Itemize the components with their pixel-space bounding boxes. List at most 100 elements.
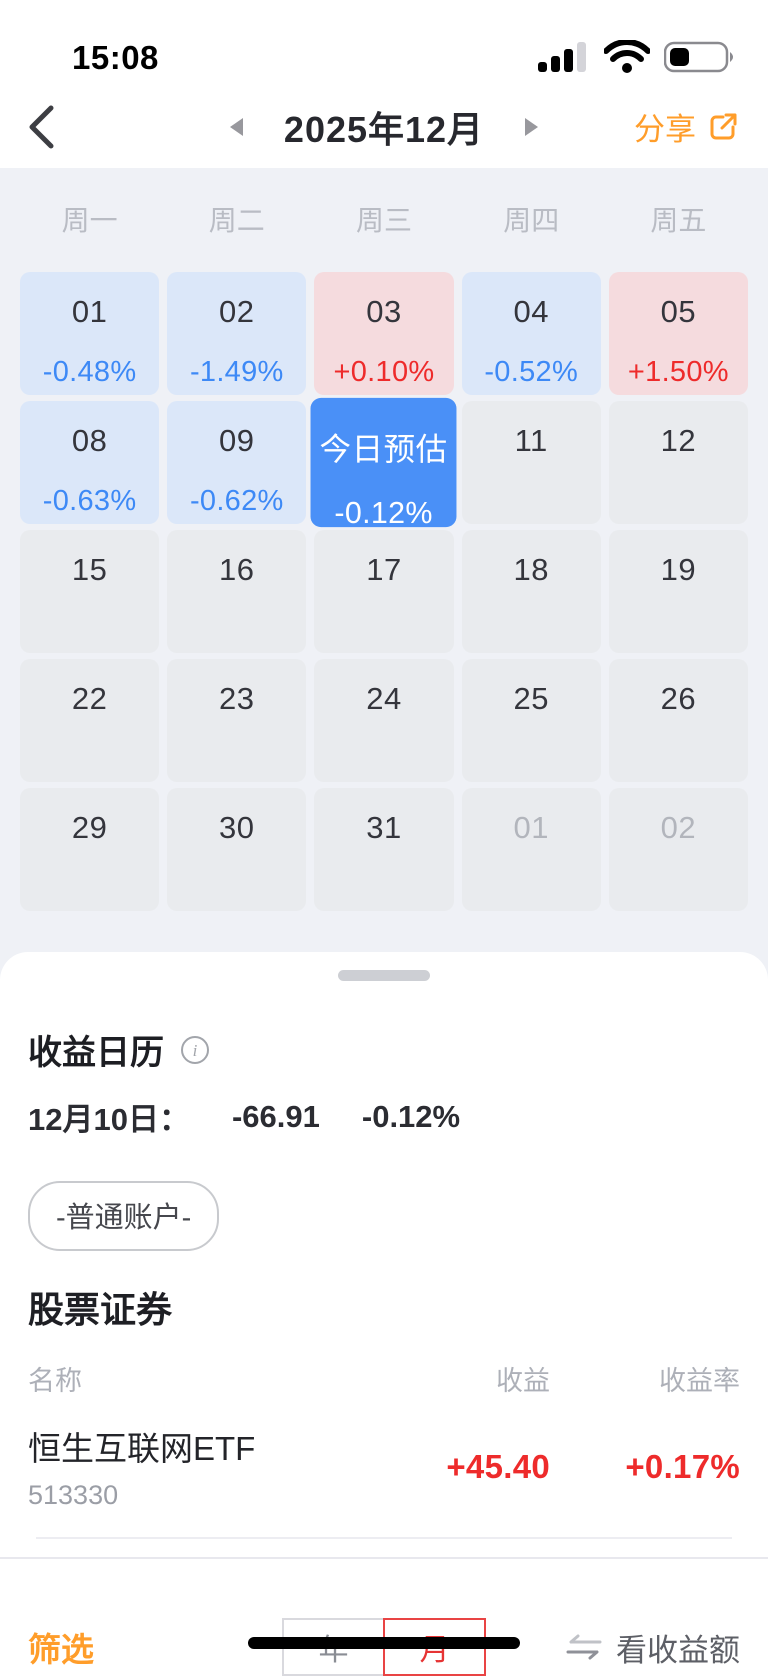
- day-number: 04: [513, 294, 549, 329]
- weekday-label: 周四: [503, 205, 560, 236]
- calendar-day-cell[interactable]: 03 +0.10%: [314, 272, 454, 395]
- weekday-label: 周五: [650, 205, 707, 236]
- prev-month-icon[interactable]: [229, 117, 244, 137]
- row-divider: [36, 1537, 732, 1539]
- day-number: 18: [513, 552, 549, 587]
- calendar-day-cell[interactable]: 05 +1.50%: [608, 272, 748, 395]
- share-button[interactable]: 分享: [634, 85, 740, 168]
- weekday-header: 周一 周二 周三 周四 周五: [20, 198, 748, 240]
- day-number: 24: [366, 681, 402, 716]
- section-title-stocks: 股票证券: [28, 1289, 173, 1330]
- cellular-signal-icon: [538, 42, 586, 72]
- weekday-label: 周三: [355, 205, 412, 236]
- table-header: 名称 收益 收益率: [28, 1359, 740, 1398]
- day-number: 02: [219, 294, 255, 329]
- day-return-pct: -0.63%: [42, 485, 137, 517]
- nav-header: 2025年12月 分享: [0, 85, 768, 168]
- day-number: 22: [71, 681, 108, 716]
- weekday-label: 周二: [208, 205, 265, 236]
- summary-amount: -66.91: [231, 1098, 320, 1134]
- day-number: 17: [366, 552, 402, 587]
- calendar-day-cell[interactable]: 15: [20, 530, 160, 653]
- day-return-pct: -0.12%: [334, 496, 434, 531]
- day-return-pct: -0.52%: [484, 356, 579, 388]
- battery-icon: [664, 41, 733, 73]
- col-rate: 收益率: [659, 1366, 740, 1396]
- home-indicator[interactable]: [248, 1637, 520, 1649]
- swap-arrows-icon: [566, 1634, 602, 1660]
- calendar-cell-today[interactable]: 今日预估 -0.12%: [310, 397, 458, 530]
- back-button[interactable]: [26, 103, 70, 151]
- calendar-day-cell[interactable]: 16: [167, 530, 307, 653]
- calendar-day-cell[interactable]: 26: [608, 659, 748, 782]
- calendar-day-cell[interactable]: 08 -0.63%: [20, 401, 160, 524]
- stock-profit: +45.40: [446, 1447, 550, 1485]
- calendar-day-cell[interactable]: 18: [461, 530, 601, 653]
- calendar-day-cell[interactable]: 04 -0.52%: [461, 272, 601, 395]
- view-amount-toggle[interactable]: 看收益额: [566, 1625, 740, 1670]
- filter-button[interactable]: 筛选: [28, 1631, 94, 1668]
- calendar-day-cell[interactable]: 02 -1.49%: [167, 272, 307, 395]
- day-return-pct: -0.48%: [42, 356, 137, 388]
- day-number: 29: [71, 810, 108, 845]
- calendar-day-cell[interactable]: 29: [20, 788, 160, 911]
- profit-calendar: 周一 周二 周三 周四 周五 01 -0.48% 02 -1.49% 03 +0.10% 0…: [0, 168, 768, 952]
- calendar-day-cell[interactable]: 22: [20, 659, 160, 782]
- status-time: 15:08: [72, 39, 159, 76]
- day-number: 08: [71, 423, 108, 458]
- calendar-day-cell[interactable]: 19: [608, 530, 748, 653]
- day-number: 03: [366, 294, 402, 329]
- sheet-wrap: 收益日历 i 12月10日： -66.91 -0.12% -普通账户- 股票证券…: [0, 952, 768, 1677]
- day-return-pct: +0.10%: [333, 356, 435, 388]
- account-tag[interactable]: -普通账户-: [28, 1181, 220, 1251]
- day-number: 15: [71, 552, 108, 587]
- share-external-icon: [710, 113, 737, 139]
- weekday-label: 周一: [61, 205, 118, 236]
- calendar-day-cell[interactable]: 01 -0.48%: [20, 272, 160, 395]
- calendar-grid: 01 -0.48% 02 -1.49% 03 +0.10% 04 -0.52% 05 +1.50%…: [20, 272, 748, 911]
- day-number: 01: [513, 810, 549, 845]
- day-return-pct: -1.49%: [189, 356, 284, 388]
- calendar-day-cell[interactable]: 11: [461, 401, 601, 524]
- calendar-day-cell[interactable]: 31: [314, 788, 454, 911]
- calendar-day-cell[interactable]: 12: [608, 401, 748, 524]
- day-number: 31: [366, 810, 402, 845]
- day-number: 23: [219, 681, 255, 716]
- table-row[interactable]: 恒生互联网ETF 513330 +45.40 +0.17%: [28, 1422, 740, 1511]
- day-return-pct: -0.62%: [189, 485, 284, 517]
- col-name: 名称: [28, 1366, 82, 1396]
- calendar-day-cell[interactable]: 24: [314, 659, 454, 782]
- calendar-day-cell[interactable]: 23: [167, 659, 307, 782]
- day-number: 11: [514, 423, 548, 458]
- day-number: 02: [660, 810, 697, 845]
- back-chevron-icon: [29, 105, 54, 149]
- next-month-icon[interactable]: [524, 117, 539, 137]
- day-number: 05: [660, 294, 697, 329]
- day-number: 30: [219, 810, 255, 845]
- calendar-day-cell[interactable]: 02: [608, 788, 748, 911]
- day-return-pct: +1.50%: [627, 356, 729, 388]
- calendar-day-cell[interactable]: 09 -0.62%: [167, 401, 307, 524]
- wifi-icon: [604, 40, 650, 73]
- calendar-day-cell[interactable]: 30: [167, 788, 307, 911]
- stock-name: 恒生互联网ETF: [28, 1430, 256, 1467]
- status-bar: 15:08: [0, 0, 768, 85]
- calendar-day-cell[interactable]: 25: [461, 659, 601, 782]
- calendar-day-cell[interactable]: 01: [461, 788, 601, 911]
- day-number: 25: [513, 681, 549, 716]
- profit-detail-sheet: 收益日历 i 12月10日： -66.91 -0.12% -普通账户- 股票证券…: [0, 952, 768, 1677]
- stock-rate: +0.17%: [625, 1447, 740, 1485]
- footer-divider: [0, 1557, 768, 1559]
- info-icon[interactable]: i: [180, 1035, 210, 1065]
- day-number: 19: [660, 552, 697, 587]
- view-amount-label: 看收益额: [616, 1632, 740, 1668]
- day-summary: 12月10日： -66.91 -0.12%: [28, 1094, 740, 1139]
- calendar-day-cell[interactable]: 17: [314, 530, 454, 653]
- day-number: 今日预估: [319, 432, 449, 468]
- drag-handle[interactable]: [338, 970, 430, 981]
- share-label: 分享: [634, 112, 696, 147]
- sheet-title: 收益日历: [28, 1034, 164, 1072]
- col-profit: 收益: [496, 1366, 550, 1396]
- month-title: 2025年12月: [283, 108, 485, 150]
- status-icons: [538, 39, 738, 77]
